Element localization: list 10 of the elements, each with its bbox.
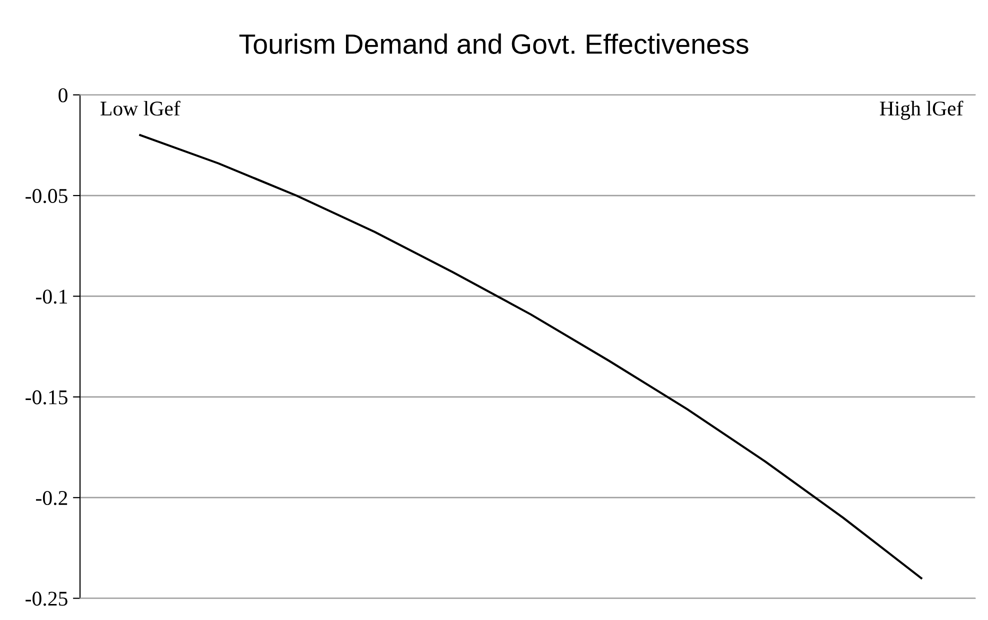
- y-tick-label: 0: [58, 88, 68, 102]
- y-tick-label: -0.05: [26, 188, 68, 204]
- line-series: [139, 134, 922, 580]
- y-tick-label: -0.15: [26, 390, 68, 404]
- x-tick-label: Low lGef: [100, 100, 180, 116]
- y-tick-label: -0.1: [36, 290, 67, 304]
- y-tick-label: -0.2: [36, 490, 68, 506]
- y-tick-label: -0.25: [26, 592, 68, 606]
- x-tick-label: High lGef: [880, 100, 964, 120]
- chart-title: Tourism Demand and Govt. Effectiveness: [239, 34, 748, 54]
